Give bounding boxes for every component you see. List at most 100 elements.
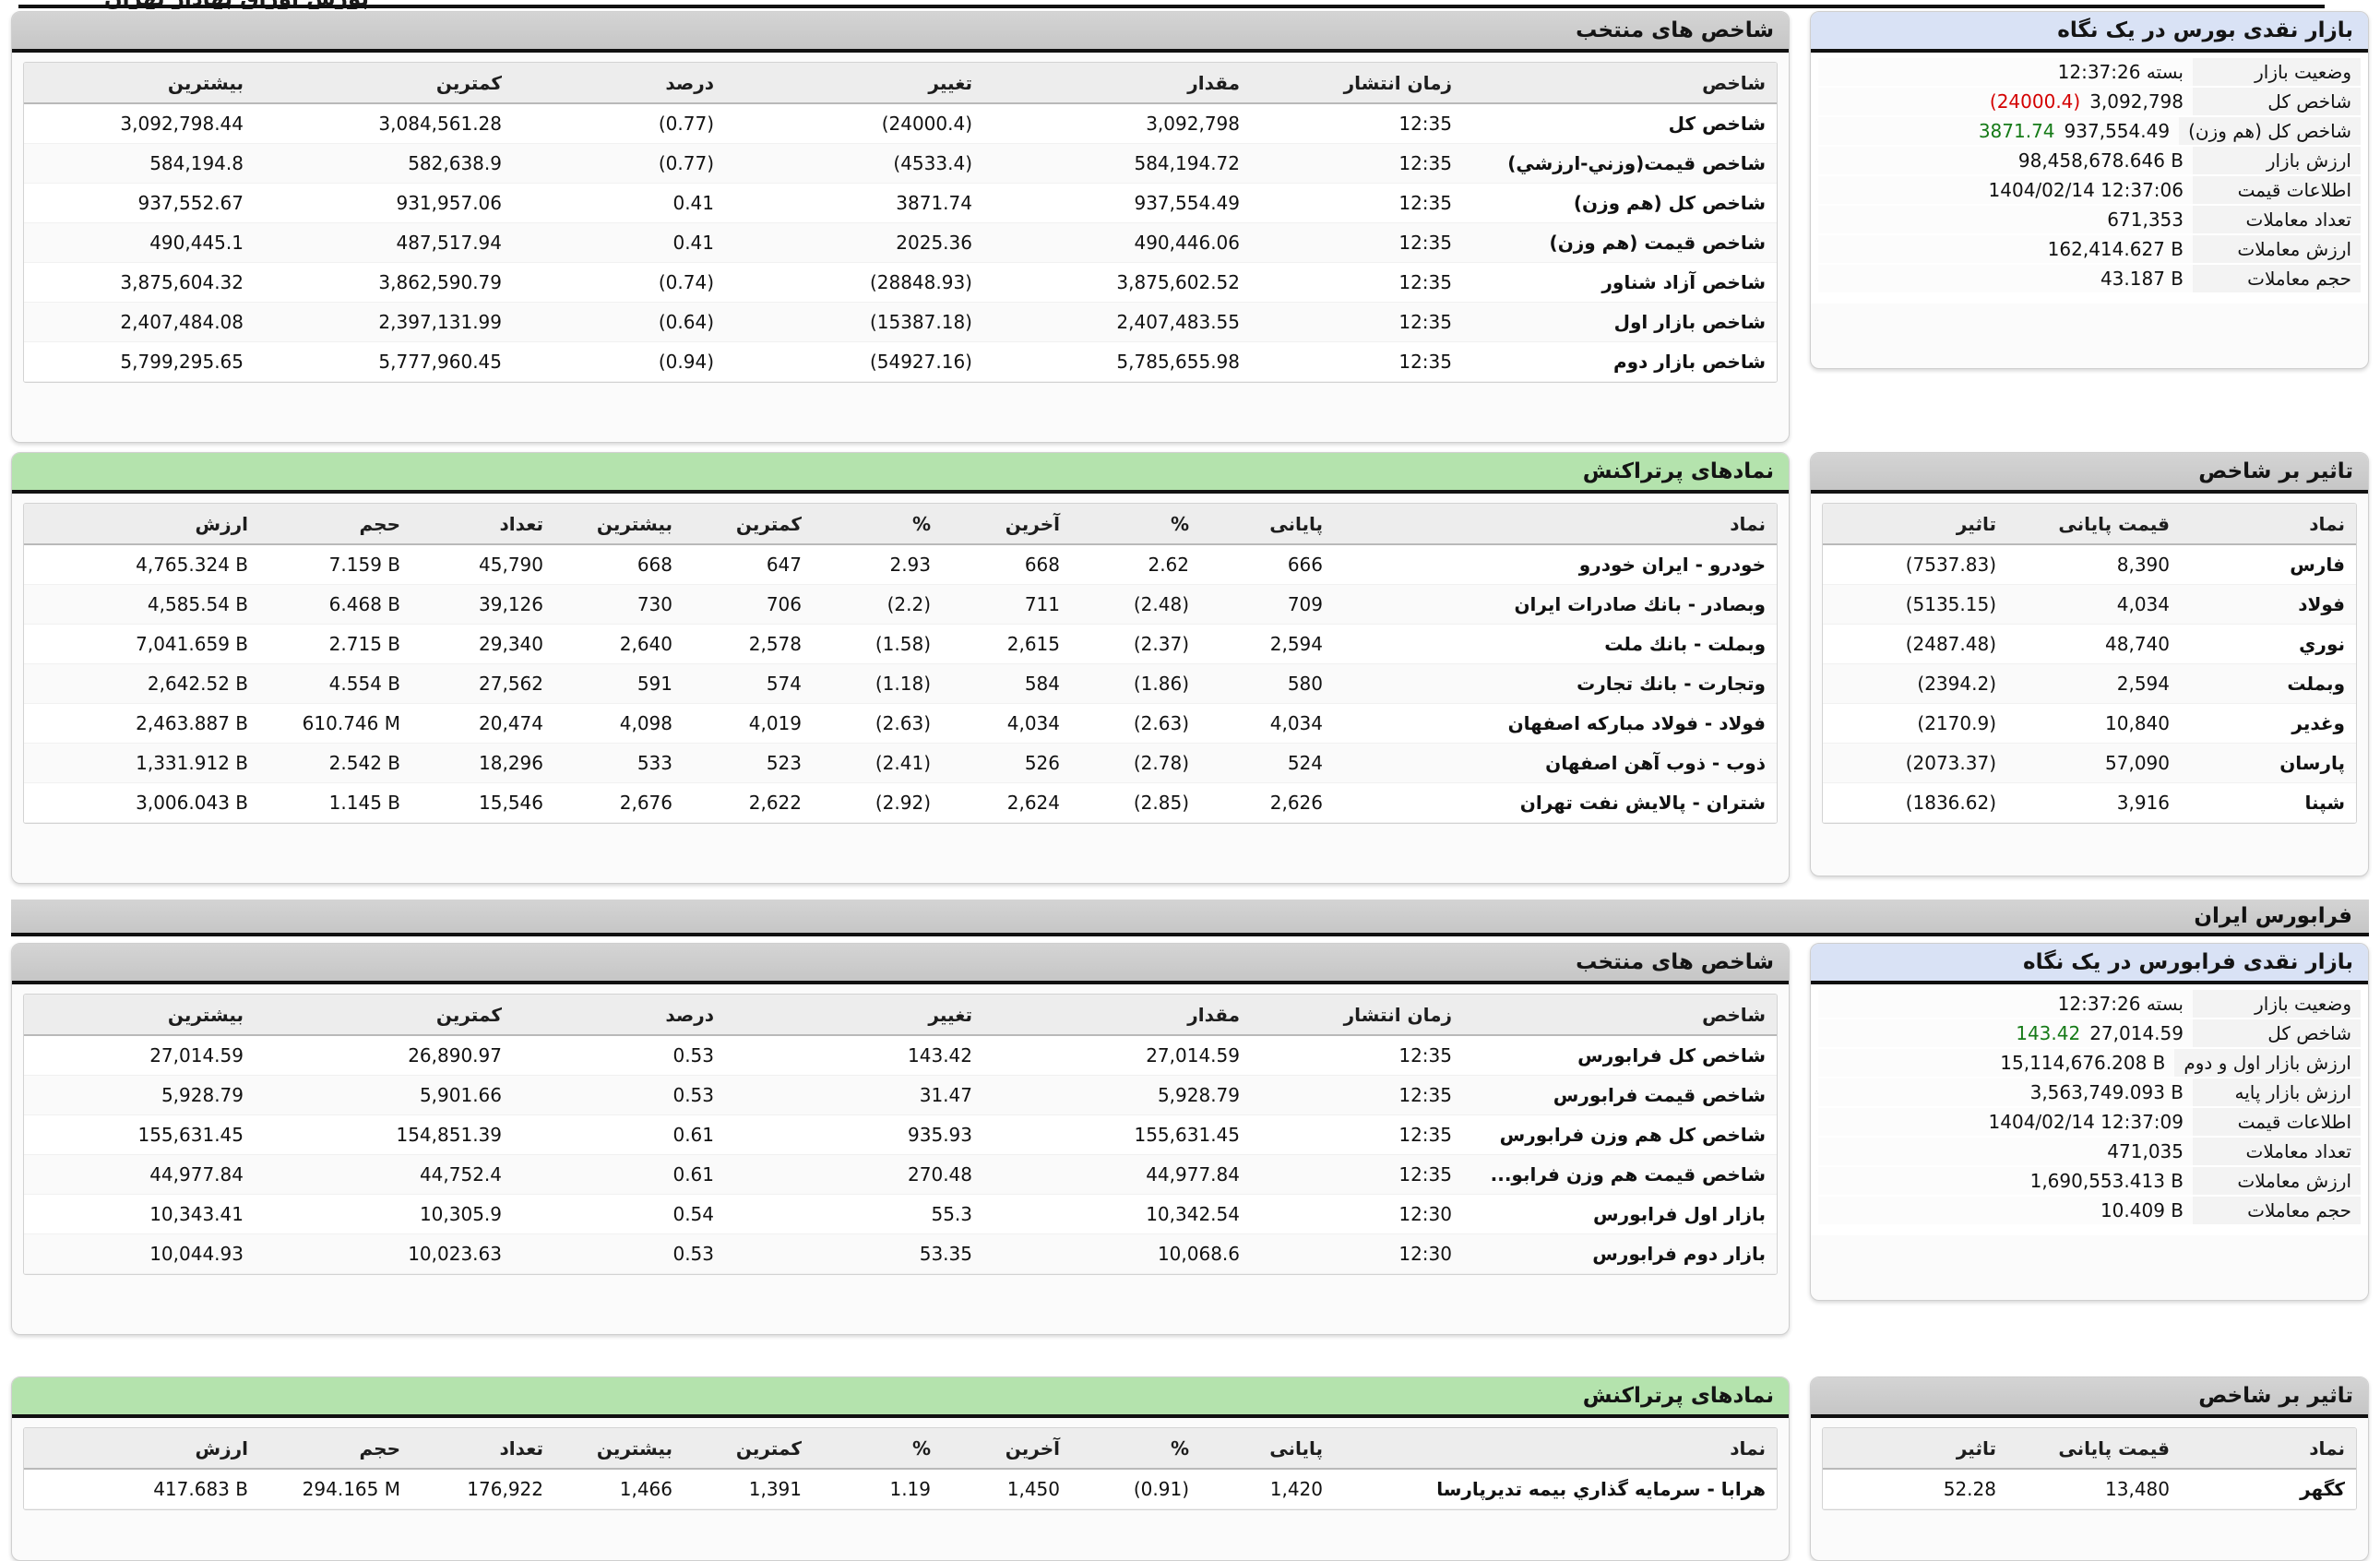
col-last[interactable]: آخرین	[942, 504, 1071, 545]
col-value[interactable]: ارزش	[24, 1428, 259, 1470]
col-close-price[interactable]: قیمت پایانی	[2007, 1428, 2181, 1470]
col-high[interactable]: بیشترین	[24, 63, 255, 104]
bourse-most-traded-panel: نمادهای پرتراکنش نماد پایانی % آخرین % ک…	[11, 452, 1790, 884]
table-row[interactable]: وبملت 2,594 (2394.2)	[1823, 663, 2356, 704]
table-row[interactable]: شاخص کل هم وزن فرابورس 12:35 155,631.45 …	[24, 1114, 1777, 1155]
col-high[interactable]: بیشترین	[24, 995, 255, 1036]
table-row[interactable]: بازار دوم فرابورس 12:30 10,068.6 53.35 0…	[24, 1233, 1777, 1274]
table-row[interactable]: شاخص قیمت (هم وزن) 12:35 490,446.06 2025…	[24, 222, 1777, 263]
index-value: 10,068.6	[983, 1233, 1251, 1274]
col-index-name[interactable]: شاخص	[1463, 63, 1777, 104]
index-change: 935.93	[725, 1114, 983, 1155]
col-closing[interactable]: پایانی	[1200, 504, 1334, 545]
col-low[interactable]: کمترین	[684, 1428, 813, 1470]
table-row[interactable]: وتجارت - بانك تجارت 580 (1.86) 584 (1.18…	[24, 663, 1777, 704]
table-row[interactable]: خودرو - ايران خودرو 666 2.62 668 2.93 64…	[24, 544, 1777, 585]
bourse-indices-table-wrap: شاخص زمان انتشار مقدار تغییر درصد کمترین…	[23, 62, 1778, 383]
col-low[interactable]: کمترین	[255, 63, 513, 104]
farabourse-most-traded-table: نماد پایانی % آخرین % کمترین بیشترین تعد…	[24, 1428, 1777, 1509]
table-row[interactable]: شتران - پالايش نفت تهران 2,626 (2.85) 2,…	[24, 782, 1777, 823]
low-price: 2,622	[684, 782, 813, 823]
table-row[interactable]: شاخص کل (هم وزن) 12:35 937,554.49 3871.7…	[24, 183, 1777, 223]
index-name: بازار اول فرابورس	[1463, 1194, 1777, 1234]
index-value: 10,342.54	[983, 1194, 1251, 1234]
index-high: 3,875,604.32	[24, 262, 255, 303]
table-row[interactable]: نوري 48,740 (2487.48)	[1823, 624, 2356, 664]
col-change[interactable]: تغییر	[725, 995, 983, 1036]
col-value[interactable]: ارزش	[24, 504, 259, 545]
table-row[interactable]: شاخص بازار دوم 12:35 5,785,655.98 (54927…	[24, 341, 1777, 382]
closing-percent: (2.63)	[1071, 703, 1200, 744]
col-symbol[interactable]: نماد	[2181, 504, 2356, 545]
last-price: 2,615	[942, 624, 1071, 664]
col-count[interactable]: تعداد	[411, 1428, 554, 1470]
col-low[interactable]: کمترین	[255, 995, 513, 1036]
col-impact[interactable]: تاثیر	[1823, 504, 2007, 545]
col-percent[interactable]: درصد	[513, 995, 725, 1036]
table-row[interactable]: وبملت - بانك ملت 2,594 (2.37) 2,615 (1.5…	[24, 624, 1777, 664]
col-high[interactable]: بیشترین	[554, 1428, 684, 1470]
table-row[interactable]: شاخص قیمت فرابورس 12:35 5,928.79 31.47 0…	[24, 1075, 1777, 1115]
col-symbol[interactable]: نماد	[1334, 1428, 1777, 1470]
trade-value: 417.683 B	[24, 1469, 259, 1509]
kv-key: ارزش بازار اول و دوم	[2174, 1049, 2361, 1077]
trade-count: 39,126	[411, 584, 554, 625]
table-row[interactable]: وبصادر - بانك صادرات ايران 709 (2.48) 71…	[24, 584, 1777, 625]
col-volume[interactable]: حجم	[259, 1428, 411, 1470]
table-row[interactable]: شپنا 3,916 (1836.62)	[1823, 782, 2356, 823]
col-close-price[interactable]: قیمت پایانی	[2007, 504, 2181, 545]
table-row[interactable]: شاخص کل 12:35 3,092,798 (24000.4) (0.77)…	[24, 103, 1777, 144]
table-row[interactable]: شاخص بازار اول 12:35 2,407,483.55 (15387…	[24, 302, 1777, 342]
farabourse-impact-body: كگهر 13,480 52.28	[1823, 1469, 2356, 1509]
col-symbol[interactable]: نماد	[1334, 504, 1777, 545]
col-index-name[interactable]: شاخص	[1463, 995, 1777, 1036]
col-low[interactable]: کمترین	[684, 504, 813, 545]
col-publish-time[interactable]: زمان انتشار	[1251, 995, 1463, 1036]
table-row[interactable]: وغدير 10,840 (2170.9)	[1823, 703, 2356, 744]
bourse-indices-table: شاخص زمان انتشار مقدار تغییر درصد کمترین…	[24, 63, 1777, 382]
col-volume[interactable]: حجم	[259, 504, 411, 545]
col-closing-percent[interactable]: %	[1071, 1428, 1200, 1470]
col-last[interactable]: آخرین	[942, 1428, 1071, 1470]
col-closing[interactable]: پایانی	[1200, 1428, 1334, 1470]
kv-row: اطلاعات قیمت 1404/02/14 12:37:09	[1818, 1108, 2361, 1136]
publish-time: 12:35	[1251, 262, 1463, 303]
kv-row: ارزش بازار 98,458,678.646 B	[1818, 147, 2361, 174]
kv-row: ارزش بازار پایه 3,563,749.093 B	[1818, 1078, 2361, 1106]
col-last-percent[interactable]: %	[813, 504, 942, 545]
table-row[interactable]: هرابا - سرمايه گذاري بيمه تديرپارسا 1,42…	[24, 1469, 1777, 1509]
table-row[interactable]: پارسان 57,090 (2073.37)	[1823, 743, 2356, 783]
trade-count: 15,546	[411, 782, 554, 823]
table-row[interactable]: فارس 8,390 (7537.83)	[1823, 544, 2356, 585]
table-row[interactable]: ذوب - ذوب آهن اصفهان 524 (2.78) 526 (2.4…	[24, 743, 1777, 783]
col-count[interactable]: تعداد	[411, 504, 554, 545]
table-row[interactable]: فولاد 4,034 (5135.15)	[1823, 584, 2356, 625]
col-publish-time[interactable]: زمان انتشار	[1251, 63, 1463, 104]
publish-time: 12:35	[1251, 1154, 1463, 1195]
kv-row: شاخص کل 143.42 27,014.59	[1818, 1019, 2361, 1047]
index-low: 5,901.66	[255, 1075, 513, 1115]
table-row[interactable]: شاخص قیمت(وزني-ارزشي) 12:35 584,194.72 (…	[24, 143, 1777, 184]
col-value[interactable]: مقدار	[983, 63, 1251, 104]
col-percent[interactable]: درصد	[513, 63, 725, 104]
farabourse-indices-title: شاخص های منتخب	[12, 944, 1789, 984]
col-change[interactable]: تغییر	[725, 63, 983, 104]
col-high[interactable]: بیشترین	[554, 504, 684, 545]
col-value[interactable]: مقدار	[983, 995, 1251, 1036]
col-closing-percent[interactable]: %	[1071, 504, 1200, 545]
table-row[interactable]: شاخص قیمت هم وزن فرابو... 12:35 44,977.8…	[24, 1154, 1777, 1195]
col-impact[interactable]: تاثیر	[1823, 1428, 2007, 1470]
last-price: 526	[942, 743, 1071, 783]
low-price: 4,019	[684, 703, 813, 744]
table-row[interactable]: شاخص کل فرابورس 12:35 27,014.59 143.42 0…	[24, 1035, 1777, 1076]
table-header-row: نماد قیمت پایانی تاثیر	[1823, 504, 2356, 545]
col-last-percent[interactable]: %	[813, 1428, 942, 1470]
kv-row: حجم معاملات 43.187 B	[1818, 265, 2361, 292]
trade-volume: 610.746 M	[259, 703, 411, 744]
table-row[interactable]: فولاد - فولاد مباركه اصفهان 4,034 (2.63)…	[24, 703, 1777, 744]
index-value: 5,785,655.98	[983, 341, 1251, 382]
table-row[interactable]: شاخص آزاد شناور 12:35 3,875,602.52 (2884…	[24, 262, 1777, 303]
table-row[interactable]: بازار اول فرابورس 12:30 10,342.54 55.3 0…	[24, 1194, 1777, 1234]
table-row[interactable]: كگهر 13,480 52.28	[1823, 1469, 2356, 1509]
col-symbol[interactable]: نماد	[2181, 1428, 2356, 1470]
